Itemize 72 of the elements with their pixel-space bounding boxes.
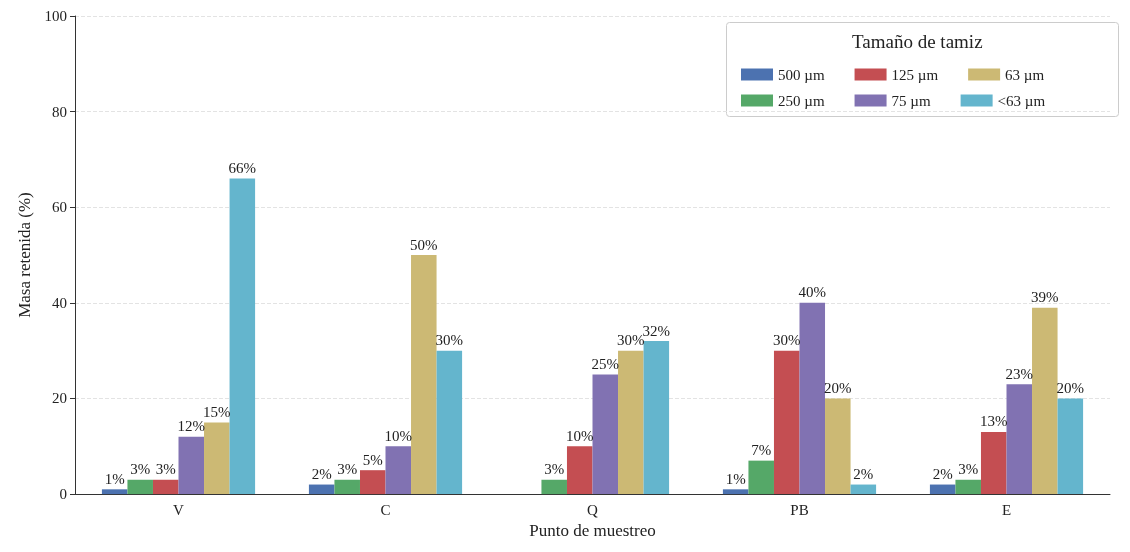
bar [334, 479, 360, 495]
data-label: 32% [642, 322, 671, 339]
data-label: 20% [1056, 379, 1085, 396]
data-label: 3% [337, 461, 358, 478]
x-tick-label: PB [790, 501, 809, 518]
y-tick-label: 20 [52, 390, 67, 407]
legend-label: <63 µm [997, 92, 1046, 109]
legend-title: Tamaño de tamiz [852, 31, 983, 52]
y-axis-title: Masa retenida (%) [15, 192, 34, 318]
data-label: 2% [853, 466, 874, 483]
data-label: 15% [203, 403, 231, 420]
bar [152, 479, 179, 495]
data-label: 7% [751, 442, 772, 459]
y-tick-label: 80 [52, 103, 67, 120]
x-axis-title: Punto de muestreo [529, 521, 656, 540]
bar [178, 436, 205, 495]
data-label: 3% [958, 461, 979, 478]
bar [1006, 384, 1033, 495]
legend-label: 63 µm [1005, 66, 1045, 83]
data-label: 50% [410, 236, 438, 253]
data-label: 3% [544, 461, 565, 478]
bar [825, 398, 851, 495]
data-label: 3% [155, 461, 176, 478]
bar [101, 489, 128, 495]
data-label: 30% [772, 332, 801, 349]
bar [308, 484, 335, 495]
data-label: 40% [798, 284, 827, 301]
bar [566, 446, 593, 495]
legend-label: 500 µm [778, 66, 825, 83]
x-tick-label: C [380, 501, 391, 518]
bar [929, 484, 956, 495]
data-label: 1% [725, 470, 746, 487]
bar [204, 422, 230, 495]
bar [411, 255, 437, 495]
bar [799, 302, 826, 495]
bar [385, 446, 412, 495]
data-label: 2% [932, 466, 953, 483]
data-label: 5% [362, 451, 383, 468]
data-label: 1% [104, 470, 125, 487]
y-tick-label: 40 [52, 294, 67, 311]
data-label: 39% [1031, 289, 1059, 306]
bar [748, 460, 774, 495]
bar [1057, 398, 1084, 495]
x-tick-label: V [173, 501, 185, 518]
bar [1032, 307, 1058, 495]
bar [773, 350, 800, 495]
legend-label: 75 µm [891, 92, 931, 109]
bar [541, 479, 567, 495]
x-tick-label: E [1001, 501, 1012, 518]
bar [436, 350, 463, 495]
legend-label: 125 µm [891, 66, 939, 83]
data-label: 3% [130, 461, 151, 478]
bar [643, 341, 670, 495]
bar [850, 484, 877, 495]
data-label: 2% [311, 466, 332, 483]
data-label: 30% [435, 332, 464, 349]
legend-label: 250 µm [778, 92, 825, 109]
bar [722, 489, 749, 495]
y-tick-label: 60 [52, 199, 67, 216]
bar [127, 479, 153, 495]
x-tick-label: Q [587, 501, 599, 518]
bar [229, 178, 256, 495]
bar [618, 350, 644, 495]
y-tick-label: 100 [44, 8, 67, 24]
bar [359, 470, 386, 495]
data-label: 66% [228, 160, 257, 177]
bar [955, 479, 981, 495]
data-label: 13% [979, 413, 1008, 430]
bar [980, 431, 1007, 495]
data-label: 10% [565, 427, 594, 444]
bar [592, 374, 619, 495]
y-tick-label: 0 [59, 486, 67, 503]
